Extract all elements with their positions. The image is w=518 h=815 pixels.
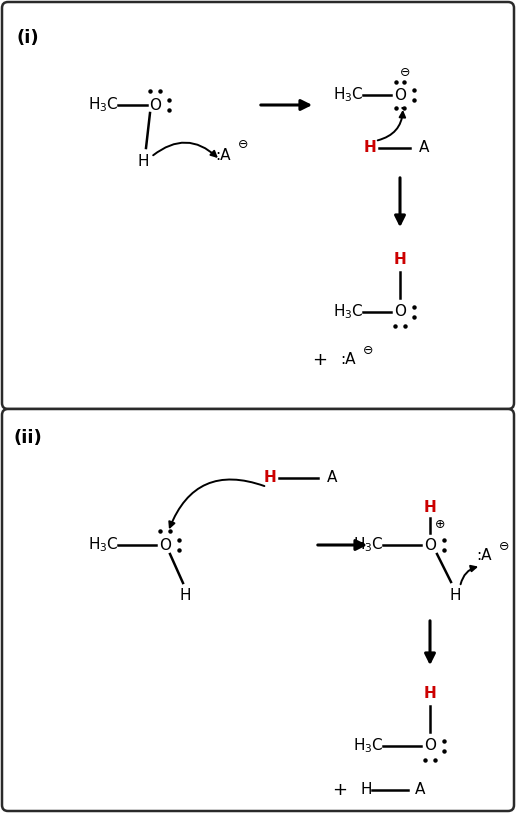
- Text: :A: :A: [215, 148, 231, 162]
- Text: H$_3$C: H$_3$C: [88, 535, 119, 554]
- Text: O: O: [424, 738, 436, 754]
- Text: H$_3$C: H$_3$C: [333, 302, 364, 321]
- Text: A: A: [327, 470, 337, 486]
- Text: O: O: [149, 98, 161, 112]
- Text: H: H: [364, 140, 377, 156]
- Text: H: H: [137, 153, 149, 169]
- Text: +: +: [333, 781, 348, 799]
- Text: O: O: [394, 87, 406, 103]
- Text: H: H: [424, 500, 436, 514]
- Text: O: O: [394, 305, 406, 319]
- Text: $\ominus$: $\ominus$: [498, 540, 509, 553]
- Text: :A: :A: [340, 353, 355, 368]
- Text: H$_3$C: H$_3$C: [353, 535, 384, 554]
- Text: (ii): (ii): [13, 429, 42, 447]
- FancyBboxPatch shape: [2, 409, 514, 811]
- Text: H: H: [179, 588, 191, 602]
- Text: H: H: [360, 782, 371, 798]
- Text: A: A: [419, 140, 429, 156]
- Text: $\ominus$: $\ominus$: [237, 139, 248, 152]
- Text: :A: :A: [476, 548, 492, 563]
- Text: $\ominus$: $\ominus$: [362, 343, 373, 356]
- Text: $\ominus$: $\ominus$: [399, 67, 411, 80]
- Text: H: H: [424, 686, 436, 702]
- Text: O: O: [159, 538, 171, 553]
- Text: +: +: [312, 351, 327, 369]
- Text: H$_3$C: H$_3$C: [88, 95, 119, 114]
- Text: H: H: [449, 588, 461, 602]
- Text: A: A: [415, 782, 425, 798]
- Text: (i): (i): [17, 29, 39, 47]
- Text: H$_3$C: H$_3$C: [353, 737, 384, 756]
- Text: H$_3$C: H$_3$C: [333, 86, 364, 104]
- Text: $\oplus$: $\oplus$: [435, 518, 445, 531]
- Text: H: H: [264, 470, 277, 486]
- FancyBboxPatch shape: [2, 2, 514, 409]
- Text: H: H: [394, 253, 407, 267]
- Text: O: O: [424, 538, 436, 553]
